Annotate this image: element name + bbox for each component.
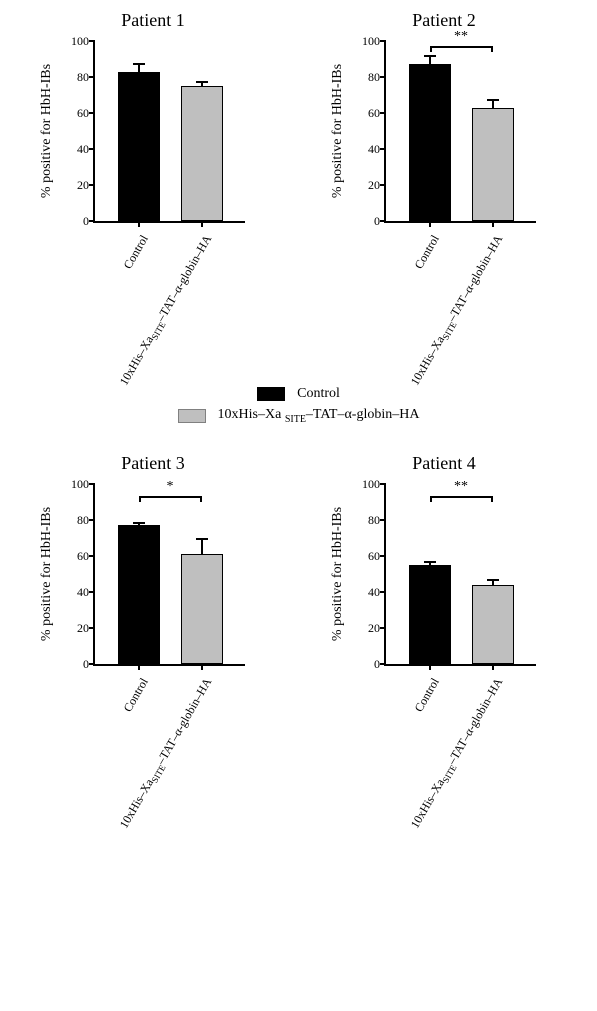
x-label: Control [121,233,150,271]
panel-title: Patient 3 [121,453,185,474]
significance-bracket: ** [430,496,493,502]
panel-row-2: Patient 3 % positive for HbH-IBs02040608… [18,453,579,824]
significance-label: ** [454,480,468,494]
panel-title: Patient 2 [412,10,476,31]
legend-swatch-treatment [178,409,206,423]
plot-area [93,41,245,223]
x-label: Control [121,676,150,714]
x-tick-mark [429,664,431,670]
x-label: Control [412,233,441,271]
bar-control [409,565,451,664]
x-tick-mark [492,664,494,670]
plot-area: * [93,484,245,666]
bar-control [118,525,160,664]
error-cap [196,81,208,83]
error-cap [424,561,436,563]
error-cap [424,55,436,57]
error-cap [133,522,145,524]
y-axis-label: % positive for HbH-IBs [327,41,349,221]
legend-label-treatment: 10xHis–Xa SITE–TAT–α-globin–HA [218,407,420,425]
significance-bracket: * [139,496,202,502]
plot-area: ** [384,484,536,666]
y-axis-label: % positive for HbH-IBs [36,41,58,221]
legend-item-control: Control [104,386,494,402]
x-tick-mark [138,221,140,227]
x-labels: Control10xHis–XaSITE–TAT–α-globin–HA [384,672,534,822]
panel-row-1: Patient 1 % positive for HbH-IBs02040608… [18,10,579,381]
x-tick-mark [138,664,140,670]
chart: % positive for HbH-IBs020406080100 ** Cont… [329,41,559,381]
legend-treatment-suffix: –TAT–α-globin–HA [306,407,420,422]
x-labels: Control10xHis–XaSITE–TAT–α-globin–HA [384,229,534,379]
bar-control [409,64,451,221]
bar-control [118,72,160,221]
legend-swatch-control [257,387,285,401]
legend: Control 10xHis–Xa SITE–TAT–α-globin–HA [104,386,494,425]
y-ticks: 020406080100 [351,484,384,664]
y-axis-label: % positive for HbH-IBs [327,484,349,664]
legend-treatment-prefix: 10xHis–Xa [218,407,282,422]
significance-bracket: ** [430,46,493,52]
x-tick-mark [492,221,494,227]
error-bar [201,538,203,554]
x-tick-mark [429,221,431,227]
error-cap [487,99,499,101]
plot-area: ** [384,41,536,223]
x-labels: Control10xHis–XaSITE–TAT–α-globin–HA [93,672,243,822]
error-cap [133,63,145,65]
x-tick-mark [201,664,203,670]
significance-label: ** [454,30,468,44]
bar-treatment [181,86,223,221]
panel-patient-2: Patient 2 % positive for HbH-IBs02040608… [309,10,579,381]
x-tick-mark [201,221,203,227]
significance-label: * [167,480,174,494]
x-label: Control [412,676,441,714]
panel-patient-4: Patient 4 % positive for HbH-IBs02040608… [309,453,579,824]
panel-patient-3: Patient 3 % positive for HbH-IBs02040608… [18,453,288,824]
figure-page: Patient 1 % positive for HbH-IBs02040608… [0,0,597,1011]
chart: % positive for HbH-IBs020406080100Contro… [38,41,268,381]
panel-patient-1: Patient 1 % positive for HbH-IBs02040608… [18,10,288,381]
y-ticks: 020406080100 [351,41,384,221]
x-labels: Control10xHis–XaSITE–TAT–α-globin–HA [93,229,243,379]
bar-treatment [472,108,514,221]
legend-item-treatment: 10xHis–Xa SITE–TAT–α-globin–HA [104,407,494,425]
y-ticks: 020406080100 [60,41,93,221]
y-ticks: 020406080100 [60,484,93,664]
bar-treatment [472,585,514,664]
chart: % positive for HbH-IBs020406080100 * Contr… [38,484,268,824]
y-axis-label: % positive for HbH-IBs [36,484,58,664]
error-cap [487,579,499,581]
error-cap [196,538,208,540]
panel-title: Patient 1 [121,10,185,31]
panel-title: Patient 4 [412,453,476,474]
legend-treatment-sub: SITE [285,414,306,425]
bar-treatment [181,554,223,664]
chart: % positive for HbH-IBs020406080100 ** Cont… [329,484,559,824]
legend-label-control: Control [297,386,340,402]
